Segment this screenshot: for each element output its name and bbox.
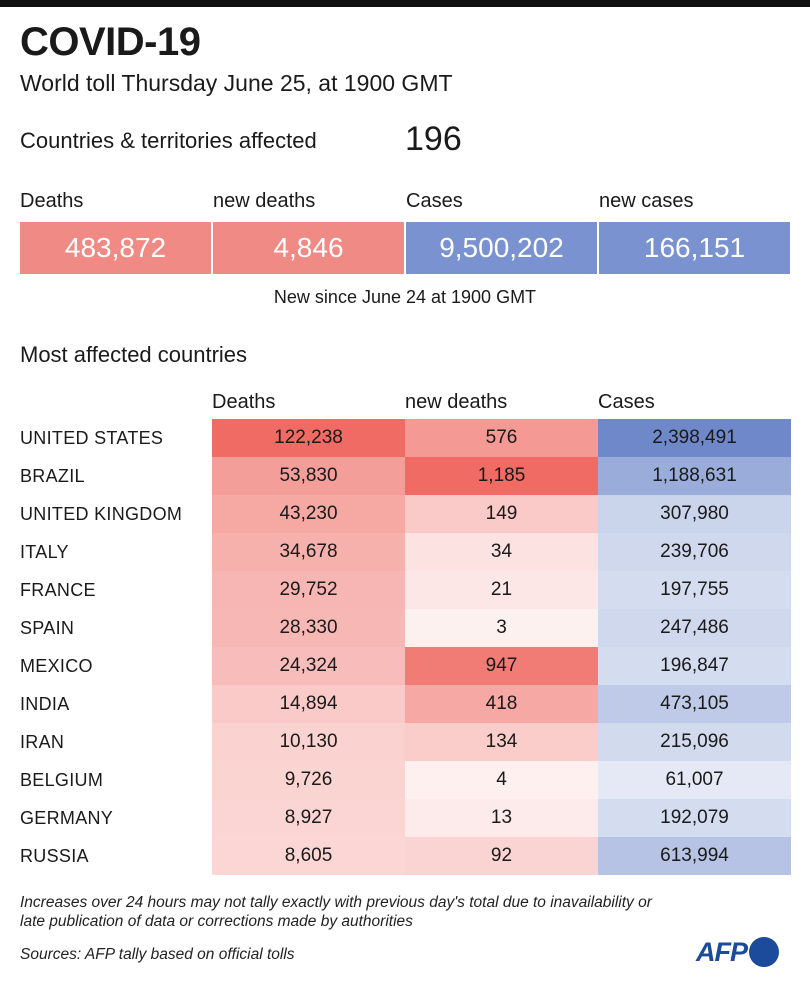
- cell-cases: 1,188,631: [598, 457, 791, 495]
- new-since-note: New since June 24 at 1900 GMT: [273, 287, 537, 307]
- cell-cases: 192,079: [598, 799, 791, 837]
- country-name: SPAIN: [20, 618, 75, 638]
- cell-new-deaths: 134: [405, 723, 598, 761]
- table-row: UNITED KINGDOM 43,230 149 307,980: [20, 495, 792, 533]
- cell-cases: 247,486: [598, 609, 791, 647]
- table-row: BRAZIL 53,830 1,185 1,188,631: [20, 457, 792, 495]
- sources: Sources: AFP tally based on official tol…: [20, 946, 295, 963]
- cell-deaths: 122,238: [212, 419, 405, 457]
- cell-deaths: 34,678: [212, 533, 405, 571]
- countries-table: UNITED STATES 122,238 576 2,398,491 BRAZIL 53…: [20, 419, 792, 875]
- cell-new-deaths: 947: [405, 647, 598, 685]
- cell-cases: 307,980: [598, 495, 791, 533]
- cell-new-deaths: 34: [405, 533, 598, 571]
- subtitle: World toll Thursday June 25, at 1900 GMT: [20, 70, 453, 96]
- table-row: UNITED STATES 122,238 576 2,398,491: [20, 419, 792, 457]
- cell-new-deaths: 1,185: [405, 457, 598, 495]
- cell-deaths: 43,230: [212, 495, 405, 533]
- cell-cases: 61,007: [598, 761, 791, 799]
- cell-cases: 2,398,491: [598, 419, 791, 457]
- cell-new-deaths: 21: [405, 571, 598, 609]
- cell-new-deaths: 149: [405, 495, 598, 533]
- column-header-cases: Cases: [598, 391, 655, 413]
- globe-icon: [749, 937, 779, 967]
- cell-new-deaths: 4: [405, 761, 598, 799]
- summary-new-deaths-value: 4,846: [213, 222, 404, 274]
- table-row: SPAIN 28,330 3 247,486: [20, 609, 792, 647]
- column-header-new-deaths: new deaths: [405, 391, 508, 413]
- summary-new-cases-label: new cases: [599, 190, 694, 212]
- afp-logo-text: AFP: [696, 936, 748, 967]
- cell-cases: 196,847: [598, 647, 791, 685]
- cell-deaths: 24,324: [212, 647, 405, 685]
- table-row: INDIA 14,894 418 473,105: [20, 685, 792, 723]
- cell-deaths: 8,927: [212, 799, 405, 837]
- cell-cases: 197,755: [598, 571, 791, 609]
- country-name: MEXICO: [20, 656, 93, 676]
- affected-label: Countries & territories affected: [20, 128, 317, 153]
- country-name: UNITED STATES: [20, 428, 164, 448]
- column-header-deaths: Deaths: [212, 391, 276, 413]
- page-title: COVID-19: [20, 20, 201, 64]
- cell-deaths: 8,605: [212, 837, 405, 875]
- table-row: GERMANY 8,927 13 192,079: [20, 799, 792, 837]
- cell-new-deaths: 418: [405, 685, 598, 723]
- summary-cases-value: 9,500,202: [406, 222, 597, 274]
- cell-deaths: 9,726: [212, 761, 405, 799]
- cell-deaths: 28,330: [212, 609, 405, 647]
- cell-new-deaths: 576: [405, 419, 598, 457]
- summary-deaths-label: Deaths: [20, 190, 84, 212]
- cell-deaths: 29,752: [212, 571, 405, 609]
- cell-cases: 473,105: [598, 685, 791, 723]
- cell-new-deaths: 13: [405, 799, 598, 837]
- summary-cases-label: Cases: [406, 190, 463, 212]
- cell-deaths: 10,130: [212, 723, 405, 761]
- summary-panel: Deaths new deaths Cases new cases 483,87…: [20, 190, 792, 274]
- country-name: BELGIUM: [20, 770, 104, 790]
- country-name: INDIA: [20, 694, 70, 714]
- country-name: ITALY: [20, 542, 69, 562]
- afp-logo: AFP: [696, 935, 779, 969]
- cell-cases: 239,706: [598, 533, 791, 571]
- country-name: RUSSIA: [20, 846, 89, 866]
- table-row: FRANCE 29,752 21 197,755: [20, 571, 792, 609]
- table-row: IRAN 10,130 134 215,096: [20, 723, 792, 761]
- summary-new-deaths-label: new deaths: [213, 190, 316, 212]
- cell-deaths: 14,894: [212, 685, 405, 723]
- cell-cases: 215,096: [598, 723, 791, 761]
- cell-deaths: 53,830: [212, 457, 405, 495]
- country-name: IRAN: [20, 732, 65, 752]
- cell-new-deaths: 3: [405, 609, 598, 647]
- affected-value: 196: [405, 120, 462, 158]
- summary-new-cases-value: 166,151: [599, 222, 790, 274]
- country-name: BRAZIL: [20, 466, 85, 486]
- table-row: ITALY 34,678 34 239,706: [20, 533, 792, 571]
- footnote: Increases over 24 hours may not tally ex…: [20, 894, 652, 930]
- cell-cases: 613,994: [598, 837, 791, 875]
- country-name: UNITED KINGDOM: [20, 504, 183, 524]
- table-row: RUSSIA 8,605 92 613,994: [20, 837, 792, 875]
- country-name: FRANCE: [20, 580, 96, 600]
- country-name: GERMANY: [20, 808, 114, 828]
- table-row: BELGIUM 9,726 4 61,007: [20, 761, 792, 799]
- table-row: MEXICO 24,324 947 196,847: [20, 647, 792, 685]
- cell-new-deaths: 92: [405, 837, 598, 875]
- top-bar: [0, 0, 810, 7]
- section-title: Most affected countries: [20, 342, 248, 367]
- summary-deaths-value: 483,872: [20, 222, 211, 274]
